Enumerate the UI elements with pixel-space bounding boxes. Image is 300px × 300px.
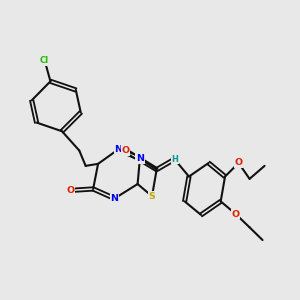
Text: O: O xyxy=(122,146,130,155)
Text: O: O xyxy=(232,210,240,219)
Text: Cl: Cl xyxy=(40,56,49,65)
Text: H: H xyxy=(171,155,178,164)
Text: N: N xyxy=(136,154,144,163)
Text: N: N xyxy=(110,194,118,203)
Text: N: N xyxy=(114,145,122,154)
Text: S: S xyxy=(148,192,155,201)
Text: O: O xyxy=(235,158,243,167)
Text: O: O xyxy=(67,186,75,195)
